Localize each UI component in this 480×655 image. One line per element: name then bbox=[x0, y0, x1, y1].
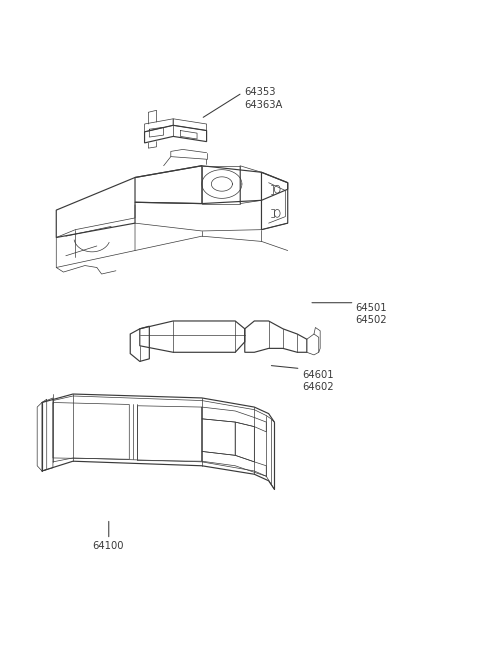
Text: 64100: 64100 bbox=[92, 542, 123, 552]
Text: 64601
64602: 64601 64602 bbox=[302, 370, 334, 392]
Text: 64353
64363A: 64353 64363A bbox=[244, 88, 282, 110]
Text: 64501
64502: 64501 64502 bbox=[356, 303, 387, 325]
